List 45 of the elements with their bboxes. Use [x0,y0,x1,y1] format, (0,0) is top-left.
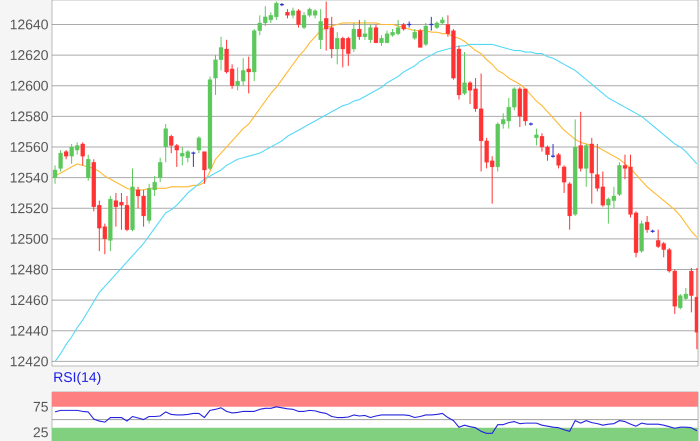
y-tick-label: 25 [34,427,48,438]
candlestick [196,136,202,154]
candlestick [584,143,588,188]
chart-title: RSI(14) [54,372,100,385]
candlestick [285,8,290,19]
y-tick-label: 12420 [10,356,48,366]
candlestick [296,8,301,28]
candlestick [418,28,422,48]
candlestick [357,19,362,40]
candlestick [318,8,323,50]
y-tick-label: 12620 [10,50,48,60]
candlestick [412,28,417,40]
candlestick [290,7,296,19]
candlestick [190,151,196,168]
y-tick-label: 12520 [10,203,48,214]
candlestick [556,152,561,169]
candlestick [52,164,58,184]
candlestick [374,24,378,44]
candlestick [164,124,168,163]
y-tick-label: 12480 [10,264,48,274]
candlestick [86,154,90,182]
y-tick-label: 12600 [10,80,48,91]
y-tick-label: 12500 [10,234,48,244]
y-tick-label: 12540 [10,172,48,183]
candlestick [335,32,340,65]
candlestick [64,150,68,160]
candlestick [424,22,428,46]
candlestick [578,111,583,172]
candlestick [80,142,85,166]
candlestick [246,56,251,94]
candlestick [158,157,162,183]
y-tick-label: 12560 [10,142,48,152]
candlestick [202,151,207,184]
candlestick [352,22,356,53]
y-tick-label: 12440 [10,326,48,336]
y-tick-label: 12640 [10,20,48,30]
y-tick-label: 12580 [10,111,48,122]
candlestick [58,150,63,172]
y-tick-label: 75 [34,402,48,412]
candlestick [562,164,566,194]
candlestick [534,128,539,146]
candlestick [550,143,556,158]
candlestick [462,52,467,96]
candlestick [644,215,650,234]
y-tick-label: 12460 [10,295,48,306]
